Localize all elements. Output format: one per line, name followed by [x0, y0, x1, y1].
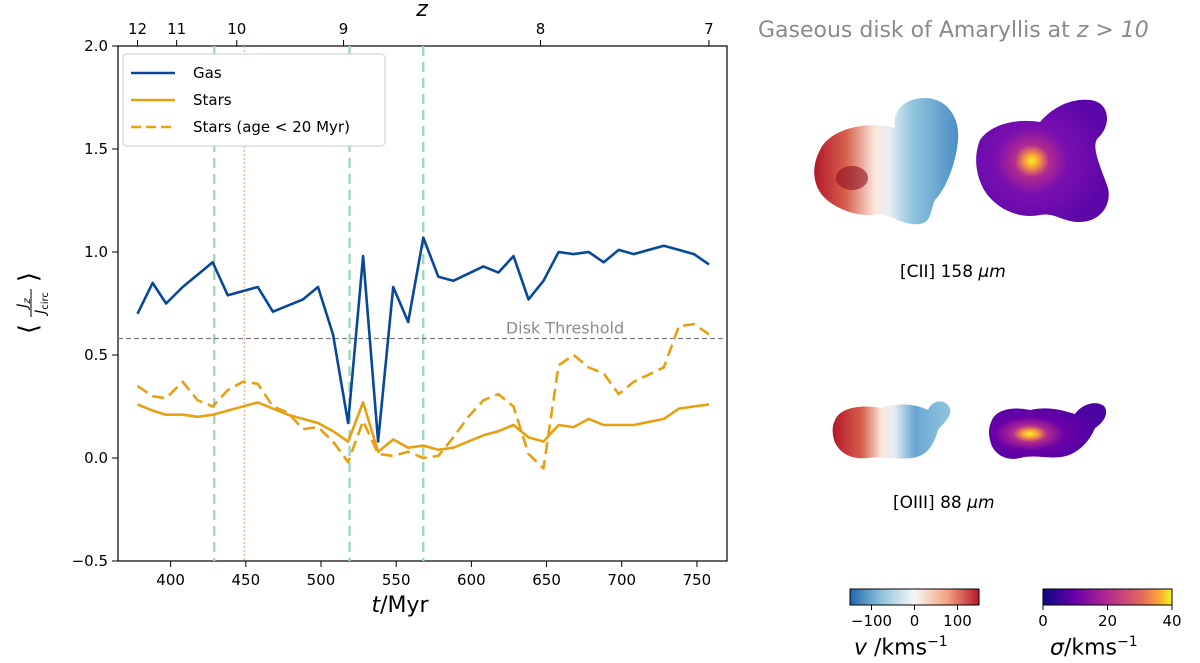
y-tick-label-3: 1.0 — [84, 243, 108, 261]
cii-dispersion-map — [976, 99, 1109, 222]
velocity-colorbar-tick-label-2: 100 — [943, 612, 972, 630]
x-tick-label-5: 650 — [532, 571, 561, 589]
top-tick-label-4: 8 — [536, 20, 546, 38]
line-chart: Disk Threshold 400 450 500 550 600 650 700 750 −… — [14, 0, 728, 618]
legend-box — [122, 53, 386, 147]
x-tick-label-7: 750 — [683, 571, 712, 589]
series-line-1 — [137, 401, 710, 454]
dispersion-colorbar-label: σ/kms−1 — [1050, 634, 1138, 661]
x-axis-label: t/Myr — [371, 593, 429, 618]
top-tick-label-0: 12 — [128, 20, 147, 38]
velocity-colorbar-tick-label-0: −100 — [851, 612, 892, 630]
y-tick-label-5: 2.0 — [84, 37, 108, 55]
cii-velocity-peak — [836, 166, 868, 190]
y-tick-label-4: 1.5 — [84, 140, 108, 158]
top-axis-label: z — [415, 0, 428, 22]
top-tick-label-5: 7 — [704, 20, 714, 38]
dispersion-colorbar-tick-label-2: 40 — [1162, 612, 1181, 630]
disk-threshold: Disk Threshold — [118, 319, 727, 340]
series-lines — [136, 236, 710, 470]
x-tick-label-3: 550 — [382, 571, 411, 589]
cii-velocity-map — [814, 98, 959, 225]
dispersion-colorbar-bar — [1042, 588, 1173, 606]
axis-ticks: 400 450 500 550 600 650 700 750 −0.5 0.0 0.5 1.0 1.5… — [72, 20, 714, 589]
y-tick-label-0: −0.5 — [72, 552, 108, 570]
series-line-0 — [136, 236, 710, 443]
velocity-colorbar-label: v /kms−1 — [854, 634, 948, 661]
top-tick-label-1: 11 — [167, 20, 186, 38]
oiii-dispersion-map — [988, 403, 1107, 459]
x-tick-label-1: 450 — [231, 571, 260, 589]
x-tick-label-4: 600 — [457, 571, 486, 589]
top-tick-label-3: 9 — [339, 20, 349, 38]
x-tick-label-0: 400 — [156, 571, 185, 589]
legend-label-2: Stars (age < 20 Myr) — [193, 118, 350, 136]
dispersion-colorbar-tick-label-1: 20 — [1098, 612, 1117, 630]
y-tick-label-1: 0.0 — [84, 449, 108, 467]
oiii-caption: [OIII] 88 μm — [893, 493, 995, 513]
dispersion-colorbar: 0 20 40 — [1038, 588, 1182, 630]
svg-text:⟨: ⟨ — [14, 324, 44, 334]
x-tick-label-2: 500 — [307, 571, 336, 589]
cii-caption: [CII] 158 μm — [900, 262, 1006, 282]
threshold-label: Disk Threshold — [506, 319, 624, 338]
velocity-colorbar: −100 0 100 — [849, 588, 980, 630]
dispersion-colorbar-tick-label-0: 0 — [1038, 612, 1048, 630]
velocity-colorbar-bar — [849, 588, 980, 606]
legend: Gas Stars Stars (age < 20 Myr) — [122, 53, 386, 147]
legend-label-1: Stars — [193, 91, 232, 109]
svg-text:⟩: ⟩ — [14, 272, 44, 282]
x-tick-label-6: 700 — [607, 571, 636, 589]
series-line-2 — [136, 322, 710, 470]
panel-title: Gaseous disk of Amaryllis at z > 10 — [758, 18, 1149, 43]
y-tick-label-2: 0.5 — [84, 346, 108, 364]
velocity-colorbar-tick-label-1: 0 — [910, 612, 920, 630]
top-tick-label-2: 10 — [227, 20, 246, 38]
oiii-velocity-map — [832, 401, 951, 459]
legend-label-0: Gas — [193, 64, 222, 82]
